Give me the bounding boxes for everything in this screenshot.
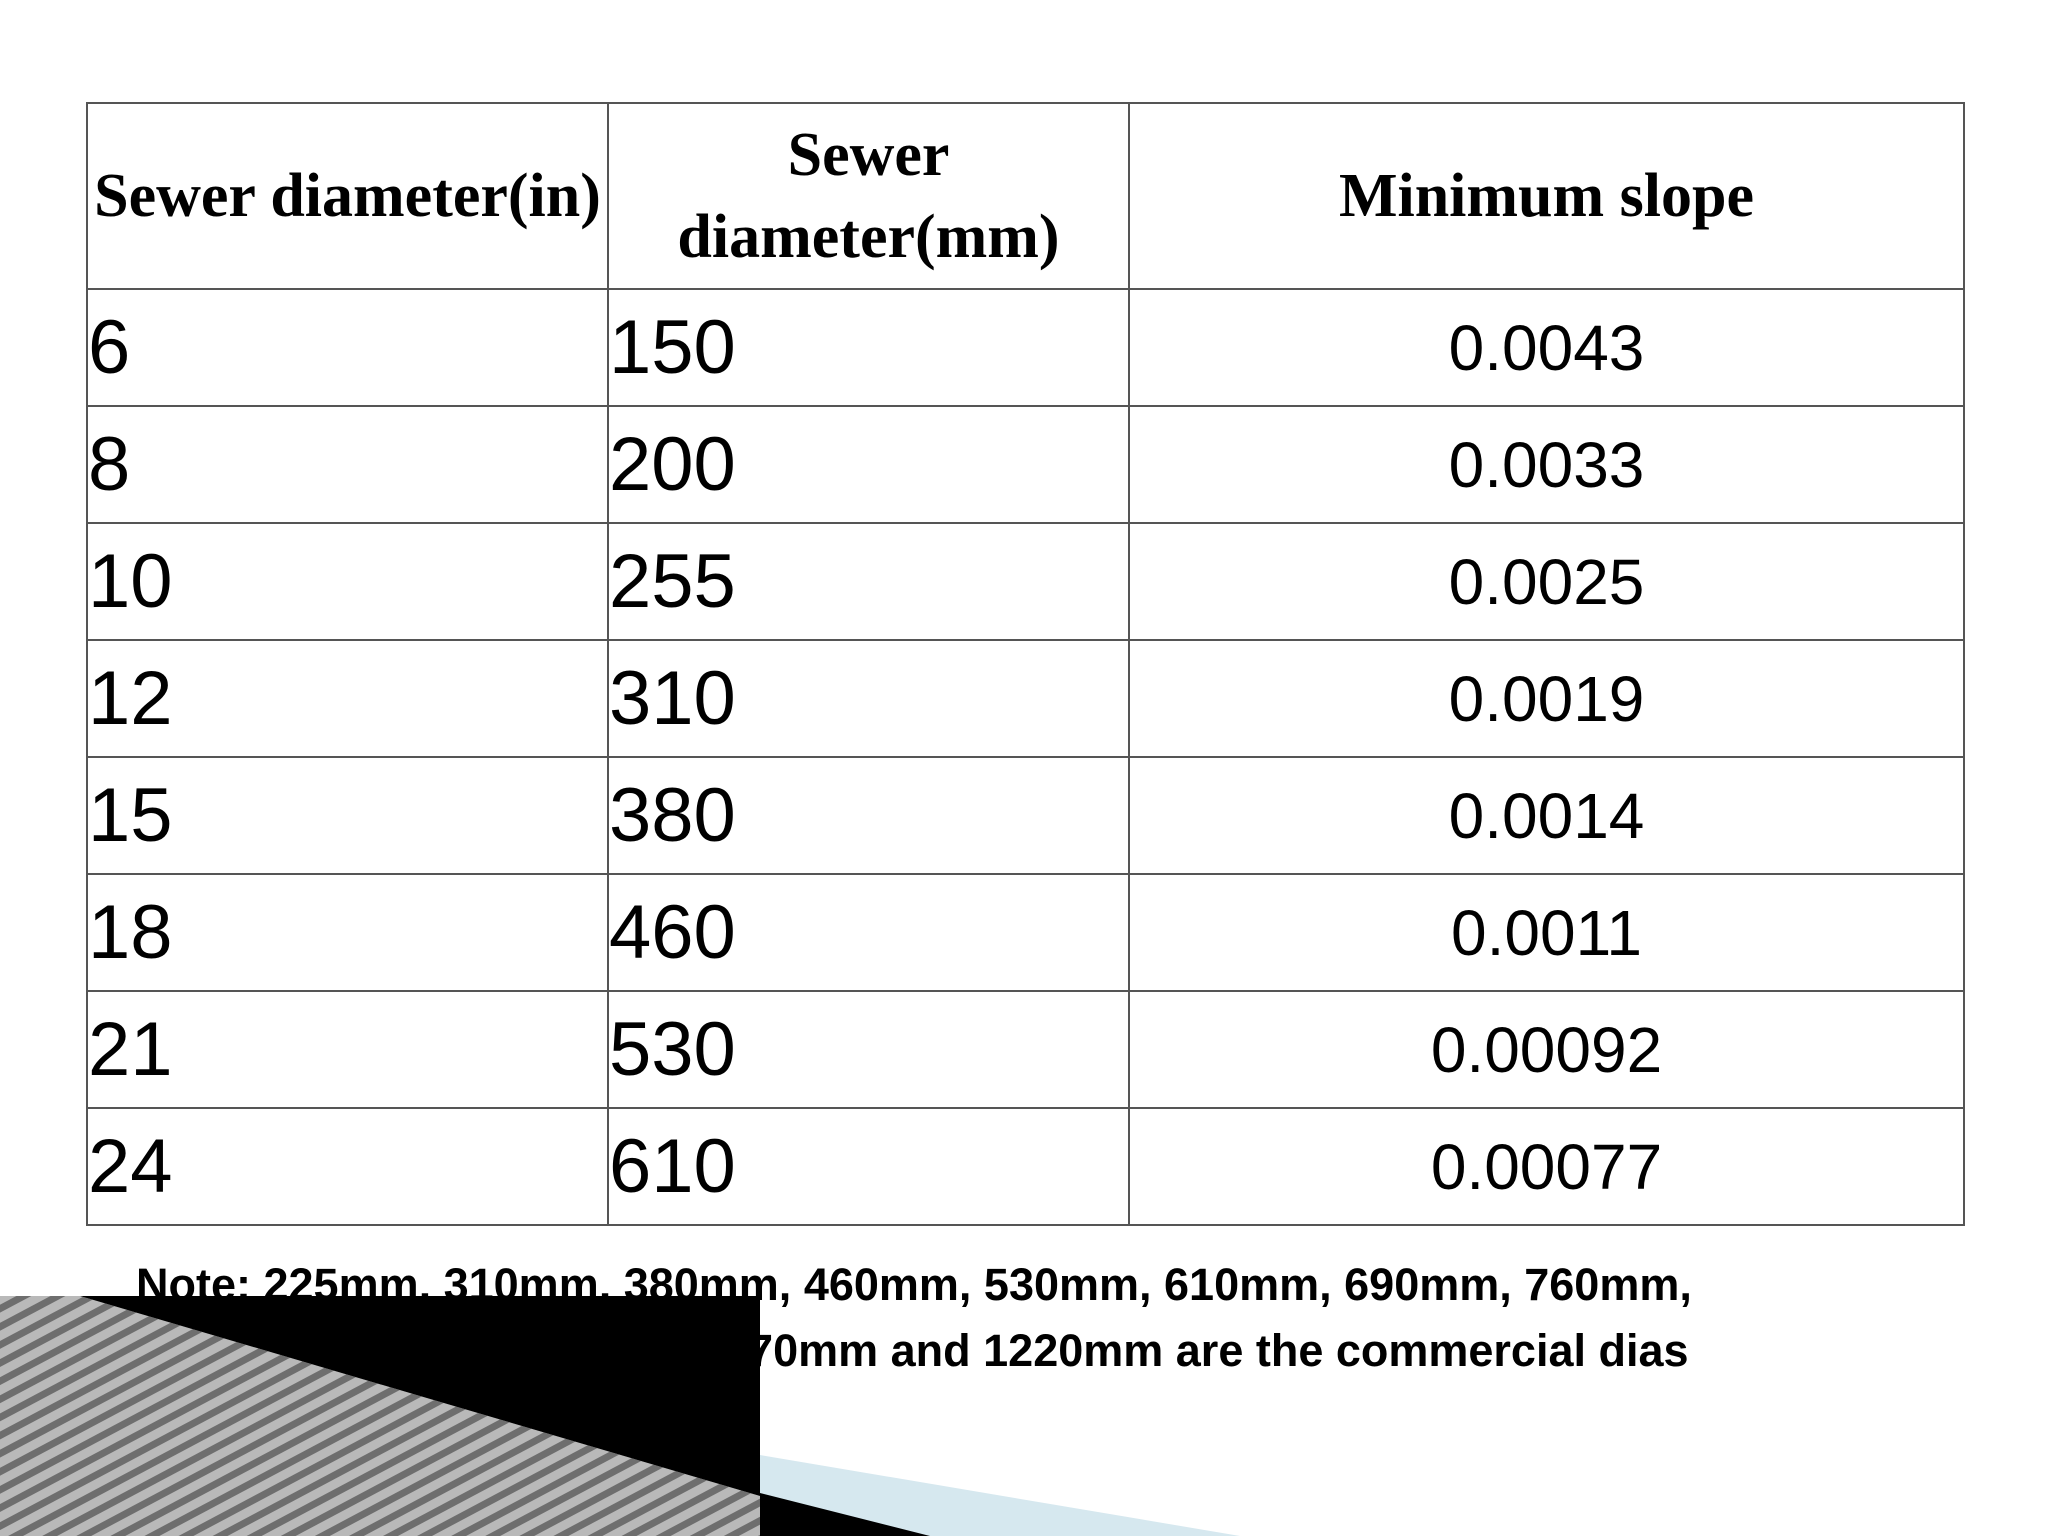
- light-blue-band: [760, 1455, 1240, 1536]
- cell-diameter-in: 21: [86, 990, 609, 1109]
- cell-minimum-slope: 0.0033: [1128, 405, 1965, 524]
- table-row: 10 255 0.0025: [86, 522, 1965, 641]
- table-row: 24 610 0.00077: [86, 1107, 1965, 1226]
- table-row: 8 200 0.0033: [86, 405, 1965, 524]
- table-row: 21 530 0.00092: [86, 990, 1965, 1109]
- cell-minimum-slope: 0.0019: [1128, 639, 1965, 758]
- cell-diameter-mm: 310: [607, 639, 1130, 758]
- cell-diameter-mm: 610: [607, 1107, 1130, 1226]
- table-row: 18 460 0.0011: [86, 873, 1965, 992]
- cell-diameter-mm: 255: [607, 522, 1130, 641]
- cell-diameter-mm: 200: [607, 405, 1130, 524]
- header-minimum-slope: Minimum slope: [1128, 102, 1965, 290]
- cell-minimum-slope: 0.0025: [1128, 522, 1965, 641]
- cell-minimum-slope: 0.0014: [1128, 756, 1965, 875]
- cell-diameter-in: 6: [86, 288, 609, 407]
- cell-minimum-slope: 0.00092: [1128, 990, 1965, 1109]
- note-line-2: 1070mm and 1220mm are the commercial dia…: [698, 1325, 1689, 1376]
- table-row: 6 150 0.0043: [86, 288, 1965, 407]
- table-header-row: Sewer diameter(in) Sewer diameter(mm) Mi…: [86, 102, 1965, 290]
- cell-diameter-mm: 530: [607, 990, 1130, 1109]
- cell-diameter-in: 12: [86, 639, 609, 758]
- header-diameter-mm: Sewer diameter(mm): [607, 102, 1130, 290]
- cell-minimum-slope: 0.0011: [1128, 873, 1965, 992]
- cell-diameter-mm: 460: [607, 873, 1130, 992]
- black-overlay-block: [0, 1296, 930, 1536]
- header-diameter-in: Sewer diameter(in): [86, 102, 609, 290]
- table-row: 15 380 0.0014: [86, 756, 1965, 875]
- cell-diameter-in: 24: [86, 1107, 609, 1226]
- commercial-diameters-note: Note: 225mm, 310mm, 380mm, 460mm, 530mm,…: [136, 1252, 1936, 1384]
- table-row: 12 310 0.0019: [86, 639, 1965, 758]
- cell-minimum-slope: 0.00077: [1128, 1107, 1965, 1226]
- cell-diameter-in: 10: [86, 522, 609, 641]
- cell-diameter-in: 15: [86, 756, 609, 875]
- cell-diameter-in: 8: [86, 405, 609, 524]
- cell-diameter-mm: 380: [607, 756, 1130, 875]
- minimum-slope-table: Sewer diameter(in) Sewer diameter(mm) Mi…: [86, 102, 1965, 1226]
- cell-diameter-mm: 150: [607, 288, 1130, 407]
- striped-wedge: [0, 1296, 760, 1536]
- cell-minimum-slope: 0.0043: [1128, 288, 1965, 407]
- cell-diameter-in: 18: [86, 873, 609, 992]
